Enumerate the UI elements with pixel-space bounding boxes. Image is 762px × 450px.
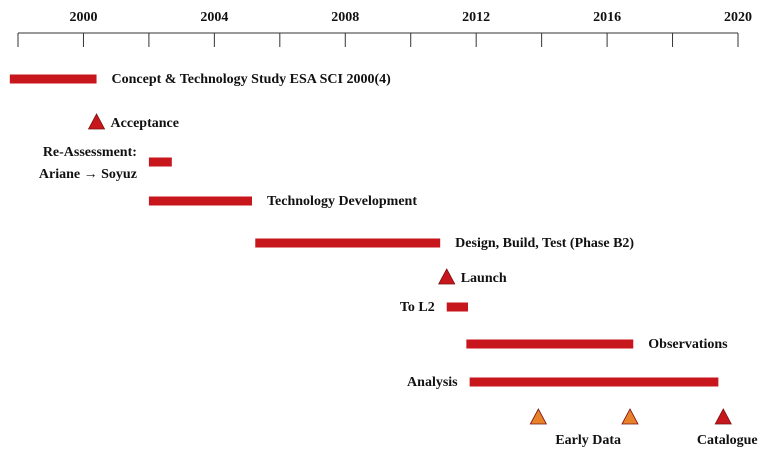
milestone-label: Catalogue	[697, 433, 758, 448]
milestone-label: Early Data	[555, 433, 621, 448]
task-bar	[148, 196, 252, 206]
milestone	[529, 408, 548, 425]
task-label: Ariane → Soyuz	[39, 167, 137, 182]
task-label: Design, Build, Test (Phase B2)	[455, 236, 634, 251]
x-tick-label: 2012	[462, 10, 490, 25]
x-tick-label: 2004	[200, 10, 228, 25]
milestone	[714, 408, 732, 425]
task-label: Concept & Technology Study ESA SCI 2000(…	[112, 72, 392, 87]
task-label: Technology Development	[267, 194, 417, 209]
x-tick-label: 2020	[724, 10, 752, 25]
task-label: Observations	[648, 337, 728, 352]
milestone-label: Acceptance	[111, 116, 179, 131]
task-label: To L2	[400, 300, 435, 315]
x-tick-label: 2016	[593, 10, 621, 25]
milestone	[87, 113, 106, 130]
milestone	[438, 268, 456, 285]
x-tick-label: 2008	[331, 10, 359, 25]
milestone-label: Launch	[461, 271, 507, 286]
task-bar	[446, 302, 468, 312]
x-tick-label: 2000	[69, 10, 97, 25]
task-bar	[255, 238, 441, 248]
task-bar	[469, 377, 719, 387]
milestone	[621, 408, 639, 425]
task-label: Analysis	[407, 375, 458, 390]
task-label: Re-Assessment:	[43, 145, 137, 160]
task-bar	[9, 74, 97, 84]
task-bar	[148, 157, 172, 167]
task-bar	[466, 339, 634, 349]
